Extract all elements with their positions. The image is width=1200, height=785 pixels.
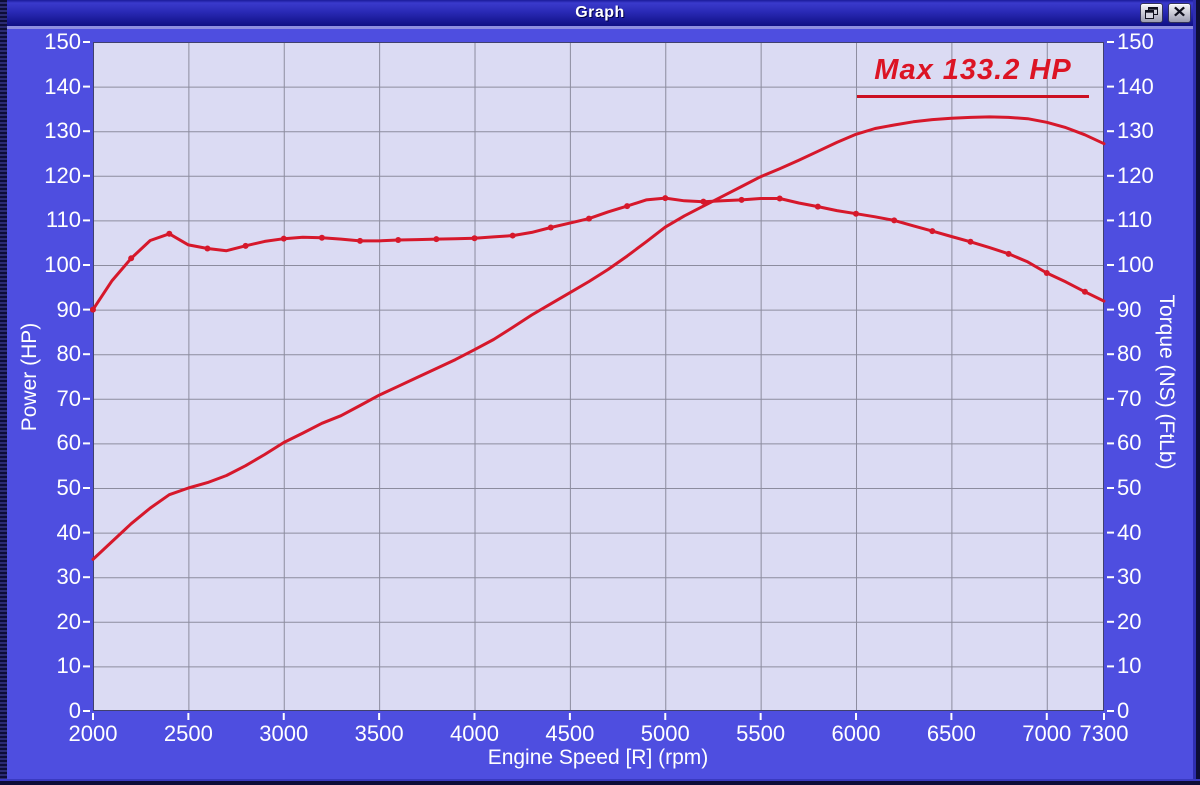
y-axis-tick-label-right: 150 xyxy=(1117,29,1154,54)
x-axis-tick-label: 5000 xyxy=(640,721,690,746)
data-point-marker xyxy=(853,210,860,217)
data-point-marker xyxy=(1081,288,1088,295)
y-axis-tick-label-left: 100 xyxy=(44,252,81,277)
y-axis-tick-label-right: 30 xyxy=(1117,564,1142,590)
window-border-left[interactable] xyxy=(0,0,7,785)
x-axis-tick-label: 4500 xyxy=(545,721,595,746)
plot-border xyxy=(93,42,1104,711)
data-point-marker xyxy=(90,306,96,313)
data-point-marker xyxy=(891,217,898,224)
y-axis-tick-label-left: 70 xyxy=(56,385,81,411)
max-power-annotation: Max 133.2 HP xyxy=(857,54,1089,98)
close-button[interactable]: × xyxy=(1168,3,1191,23)
y-axis-tick-label-left: 10 xyxy=(56,653,81,679)
data-point-marker xyxy=(776,195,783,202)
y-axis-tick-label-right: 120 xyxy=(1117,162,1154,188)
data-point-marker xyxy=(242,242,249,249)
y-axis-tick-label-left: 90 xyxy=(56,296,81,322)
y-axis-tick-label-right: 50 xyxy=(1117,475,1142,500)
x-axis-tick-label: 7000 xyxy=(1022,721,1072,746)
x-axis-tick-label: 6500 xyxy=(926,721,976,746)
y-axis-tick-label-left: 150 xyxy=(44,29,81,54)
y-axis-tick-label-left: 30 xyxy=(56,564,81,590)
y-axis-tick-label-left: 60 xyxy=(56,430,81,456)
plot-area xyxy=(83,41,1114,720)
close-icon: × xyxy=(1173,2,1186,23)
torque-curve xyxy=(91,196,1106,312)
y-axis-tick-label-left: 130 xyxy=(44,118,81,144)
data-point-marker xyxy=(700,198,707,205)
data-point-marker xyxy=(547,224,554,231)
restore-button[interactable] xyxy=(1140,3,1163,23)
x-axis-tick-label: 7300 xyxy=(1079,721,1129,746)
y-axis-tick-label-left: 120 xyxy=(44,162,81,188)
x-axis-tick-label: 5500 xyxy=(736,721,786,746)
y-axis-tick-label-right: 110 xyxy=(1117,207,1153,233)
x-axis-tick-label: 6000 xyxy=(831,721,881,746)
y-axis-tick-label-right: 20 xyxy=(1117,608,1142,634)
data-point-marker xyxy=(166,230,173,237)
x-axis-tick-label: 3500 xyxy=(354,721,404,746)
y-axis-tick-label-right: 60 xyxy=(1117,430,1142,456)
y-axis-tick-label-left: 110 xyxy=(45,207,81,233)
chart-canvas xyxy=(83,41,1114,720)
data-point-marker xyxy=(357,237,364,244)
y-axis-tick-label-right: 0 xyxy=(1117,698,1130,723)
data-point-marker xyxy=(662,195,669,202)
y-axis-tick-label-right: 100 xyxy=(1117,252,1154,277)
y-axis-tick-label-left: 20 xyxy=(56,608,81,634)
y-axis-tick-label-right: 80 xyxy=(1117,341,1142,367)
restore-icon xyxy=(1145,7,1158,19)
y-axis-tick-label-left: 50 xyxy=(56,475,81,500)
data-point-marker xyxy=(509,232,516,239)
x-axis-tick-label: 2000 xyxy=(68,721,118,746)
data-point-marker xyxy=(204,245,211,252)
data-point-marker xyxy=(1005,250,1012,257)
y-axis-tick-label-left: 40 xyxy=(56,519,81,545)
y-axis-tick-label-right: 40 xyxy=(1117,519,1142,545)
data-point-marker xyxy=(433,236,440,243)
y-axis-tick-label-left: 0 xyxy=(68,698,81,723)
y-axis-title-left: Power (HP) xyxy=(18,322,41,432)
data-point-marker xyxy=(280,235,287,242)
data-point-marker xyxy=(585,215,592,222)
data-point-marker xyxy=(814,203,821,210)
data-point-marker xyxy=(1043,270,1050,277)
power-curve xyxy=(91,115,1106,561)
titlebar-separator xyxy=(0,26,1200,29)
data-point-marker xyxy=(738,196,745,203)
window-controls: × xyxy=(1140,3,1191,23)
data-point-marker xyxy=(471,235,478,242)
y-axis-tick-label-left: 140 xyxy=(44,73,81,99)
data-point-marker xyxy=(624,203,631,210)
data-point-marker xyxy=(395,237,402,244)
x-axis-tick-label: 2500 xyxy=(163,721,213,746)
y-axis-tick-label-right: 10 xyxy=(1117,653,1142,679)
data-point-marker xyxy=(929,228,936,235)
window-border-bottom[interactable] xyxy=(0,779,1200,785)
data-point-marker xyxy=(128,255,135,262)
y-axis-tick-label-left: 80 xyxy=(56,341,81,367)
x-axis-tick-label: 3000 xyxy=(259,721,309,746)
y-axis-tick-label-right: 140 xyxy=(1117,73,1154,99)
window-border-right[interactable] xyxy=(1193,0,1200,785)
data-point-marker xyxy=(967,238,974,245)
window-titlebar[interactable]: Graph xyxy=(0,0,1200,26)
data-point-marker xyxy=(318,234,325,241)
y-axis-tick-label-right: 70 xyxy=(1117,385,1142,411)
x-axis-title: Engine Speed [R] (rpm) xyxy=(487,746,709,769)
window-title-text: Graph xyxy=(575,4,625,21)
y-axis-tick-label-right: 130 xyxy=(1117,118,1154,144)
x-axis-tick-label: 4000 xyxy=(450,721,499,746)
y-axis-tick-label-right: 90 xyxy=(1117,296,1142,322)
